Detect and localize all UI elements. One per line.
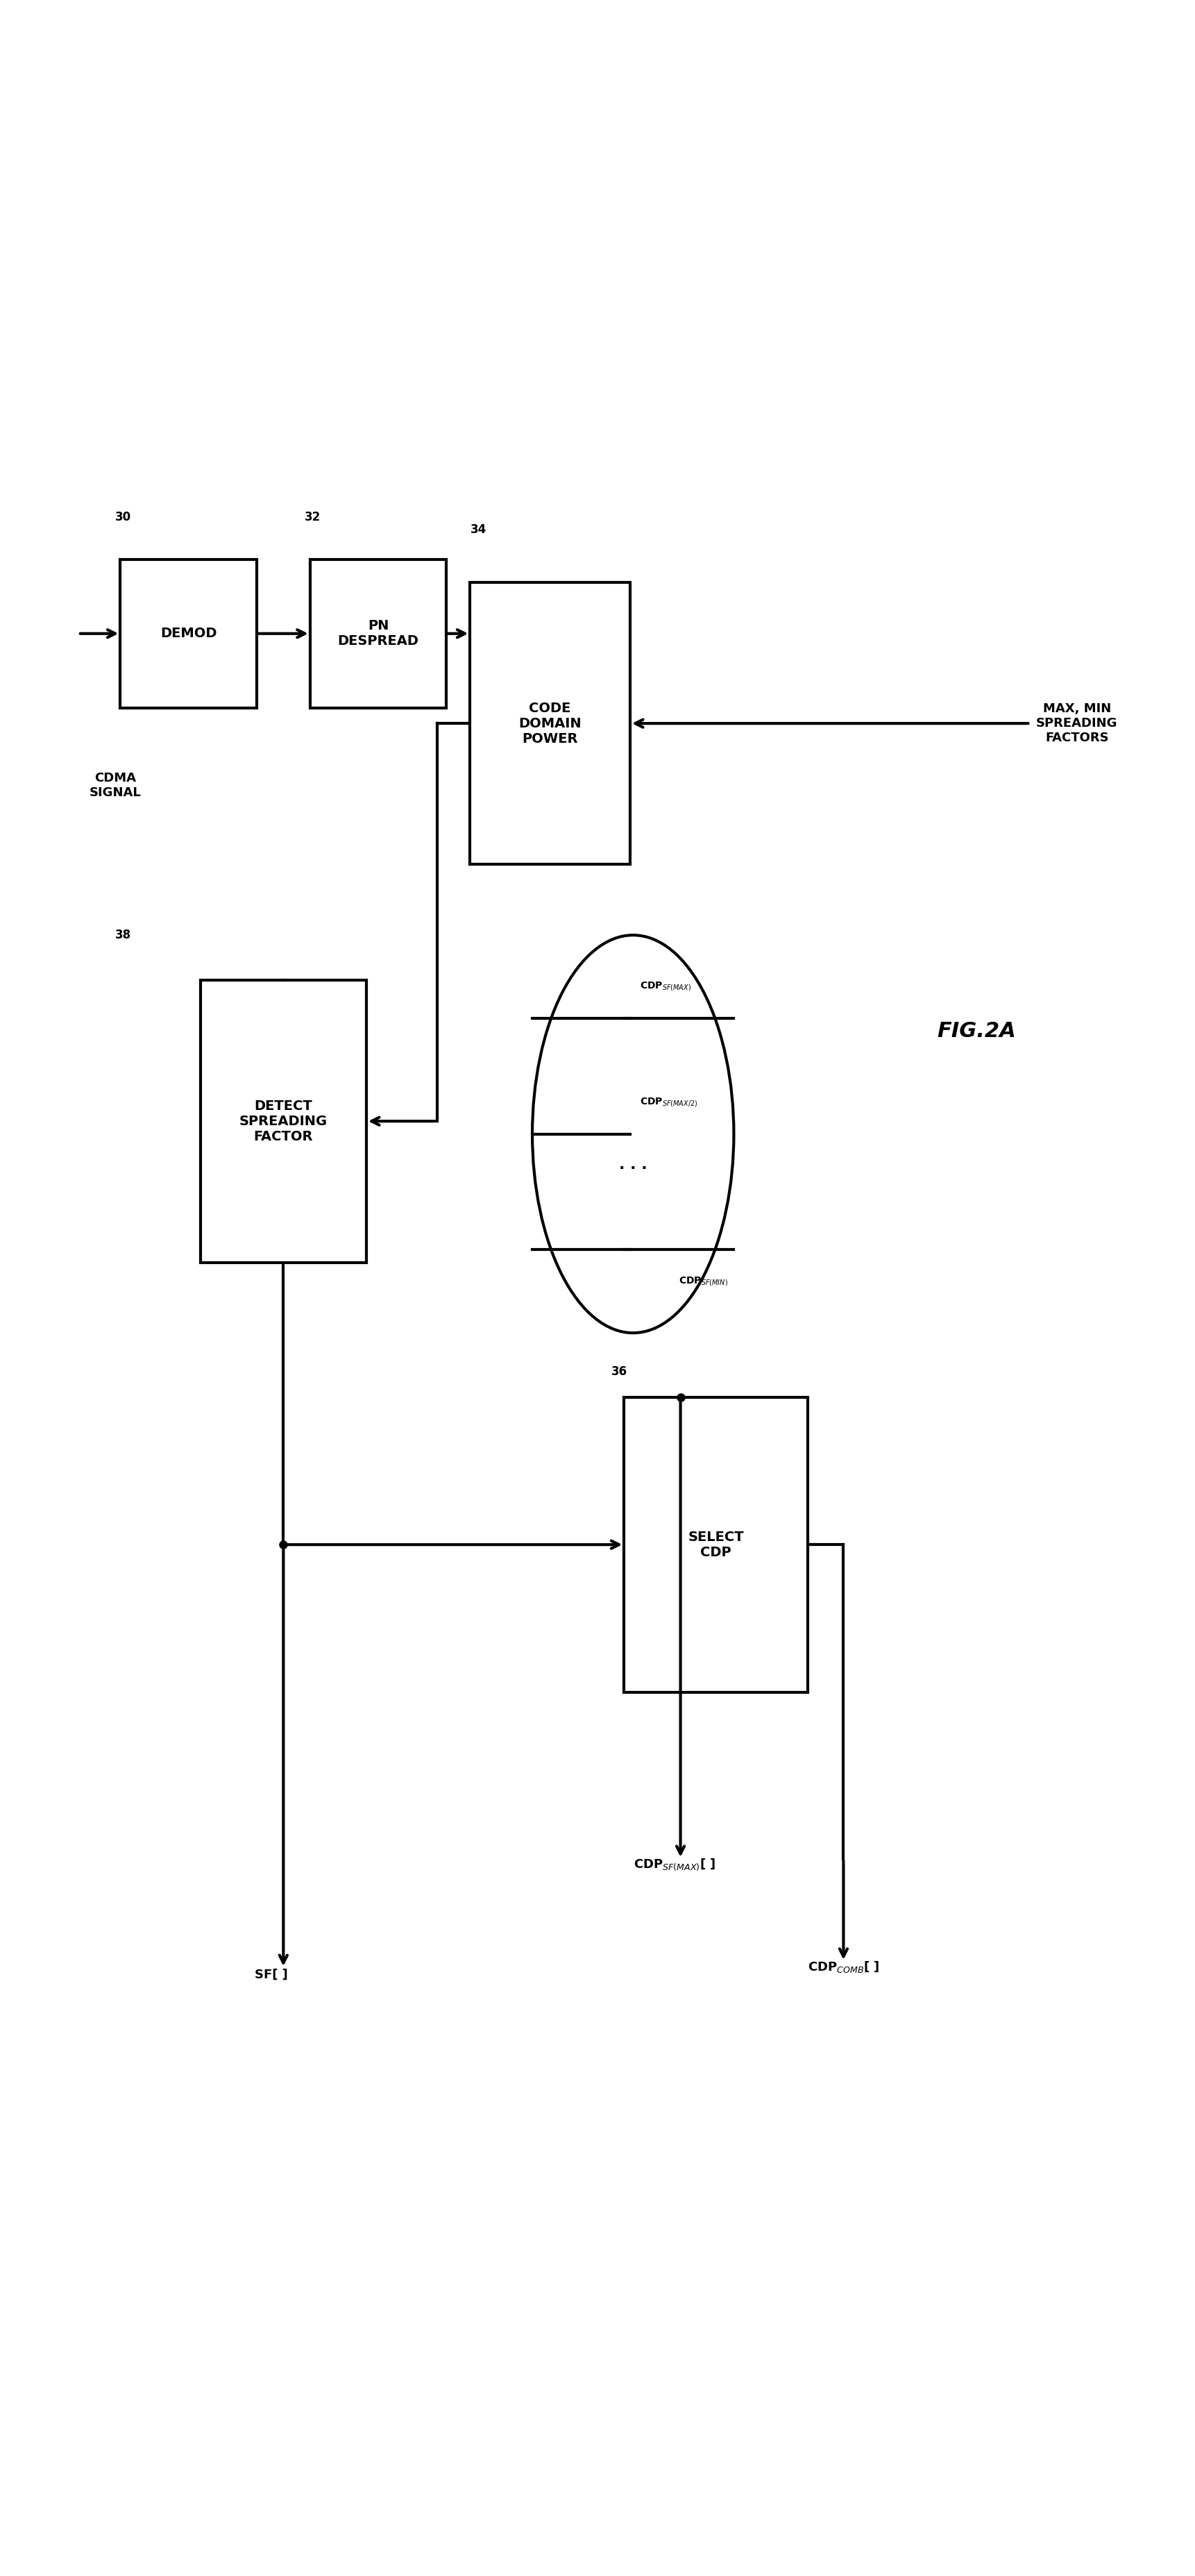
- Text: CDP$_{SF(MIN)}$: CDP$_{SF(MIN)}$: [679, 1275, 728, 1288]
- Ellipse shape: [532, 935, 734, 1332]
- Text: PN
DESPREAD: PN DESPREAD: [338, 618, 418, 647]
- Text: MAX, MIN
SPREADING
FACTORS: MAX, MIN SPREADING FACTORS: [1036, 703, 1117, 744]
- FancyBboxPatch shape: [201, 979, 367, 1262]
- FancyBboxPatch shape: [470, 582, 630, 866]
- Text: CDP$_{COMB}$[ ]: CDP$_{COMB}$[ ]: [808, 1960, 880, 1973]
- Text: 30: 30: [115, 510, 131, 523]
- FancyBboxPatch shape: [624, 1396, 808, 1692]
- FancyBboxPatch shape: [121, 559, 257, 708]
- Text: SELECT
CDP: SELECT CDP: [688, 1530, 744, 1558]
- Text: 32: 32: [305, 510, 320, 523]
- Text: CDMA
SIGNAL: CDMA SIGNAL: [90, 773, 141, 799]
- Text: SF[ ]: SF[ ]: [255, 1968, 288, 1981]
- Text: CDP$_{SF(MAX/2)}$: CDP$_{SF(MAX/2)}$: [639, 1095, 698, 1108]
- Text: 34: 34: [471, 523, 486, 536]
- Text: 38: 38: [115, 930, 131, 943]
- Text: DEMOD: DEMOD: [160, 626, 216, 641]
- Text: 36: 36: [611, 1365, 627, 1378]
- Text: . . .: . . .: [619, 1157, 648, 1172]
- Text: CDP$_{SF(MAX)}$: CDP$_{SF(MAX)}$: [639, 981, 691, 992]
- Text: DETECT
SPREADING
FACTOR: DETECT SPREADING FACTOR: [239, 1100, 327, 1144]
- Text: CODE
DOMAIN
POWER: CODE DOMAIN POWER: [519, 701, 582, 744]
- Text: CDP$_{SF(MAX)}$[ ]: CDP$_{SF(MAX)}$[ ]: [633, 1857, 716, 1873]
- FancyBboxPatch shape: [310, 559, 447, 708]
- Text: FIG.2A: FIG.2A: [937, 1020, 1016, 1041]
